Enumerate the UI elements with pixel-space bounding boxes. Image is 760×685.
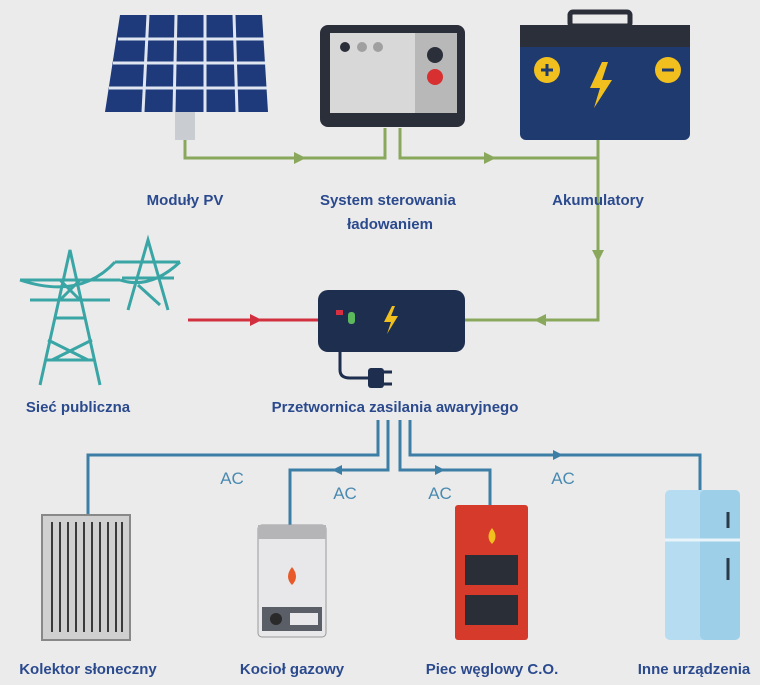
connection-label: AC (220, 469, 244, 488)
diagram: Moduły PV System sterowania ładowaniem A… (0, 0, 760, 685)
node-label-line: System sterowania (320, 192, 457, 209)
connection-label: AC (551, 469, 575, 488)
node-label: Inne urządzenia (638, 661, 751, 678)
fridge-icon (665, 490, 740, 640)
coal-furnace-icon (455, 505, 528, 640)
node-label: Kolektor słoneczny (19, 661, 157, 678)
connection-label: AC (428, 484, 452, 503)
node-label-line: ładowaniem (347, 216, 433, 233)
node-label: Sieć publiczna (26, 399, 131, 416)
battery-icon (520, 12, 690, 140)
node-label: Przetwornica zasilania awaryjnego (272, 399, 519, 416)
charge-controller-icon (320, 25, 465, 127)
node-label: Akumulatory (552, 192, 644, 209)
connection-label: AC (333, 484, 357, 503)
node-label: Moduły PV (147, 192, 224, 209)
node-label: Piec węglowy C.O. (426, 661, 559, 678)
gas-boiler-icon (258, 525, 326, 637)
node-label: Kocioł gazowy (240, 661, 345, 678)
solar-collector-icon (42, 515, 130, 640)
